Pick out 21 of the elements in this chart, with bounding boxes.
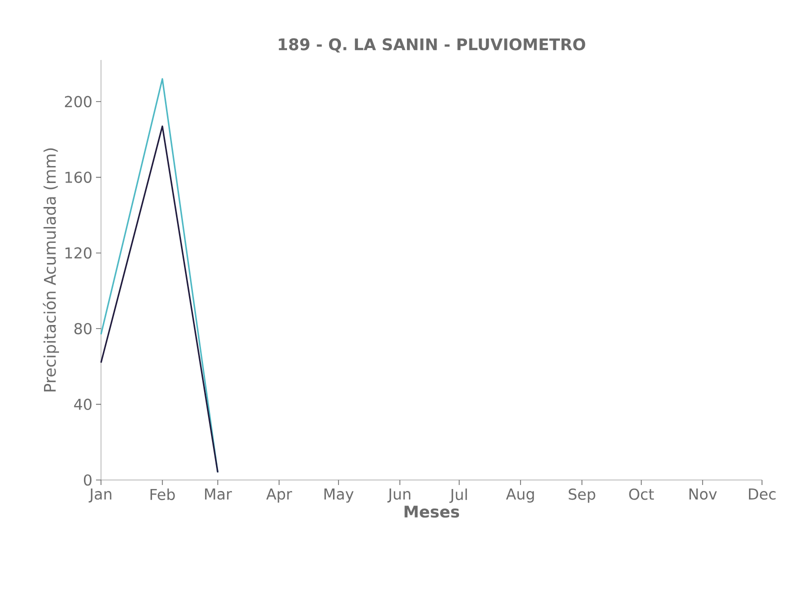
x-tick-label: Jan: [88, 488, 112, 502]
x-tick-label: Feb: [150, 488, 175, 500]
x-tick-label: Dec: [748, 488, 776, 500]
x-tick-label: Apr: [266, 488, 292, 503]
x-tick-label: Aug: [506, 488, 534, 503]
x-tick-label: Nov: [689, 488, 717, 500]
x-tick-label: Mar: [205, 488, 232, 500]
y-tick-label: 0: [84, 474, 92, 486]
x-tick-label: May: [324, 488, 354, 503]
x-tick-label: Sep: [568, 488, 596, 503]
y-tick-label: 200: [64, 96, 92, 108]
y-tick-label: 160: [65, 172, 92, 183]
chart-title: 189 - Q. LA SANIN - PLUVIOMETRO: [278, 38, 586, 53]
y-tick-label: 80: [74, 322, 92, 334]
x-tick-label: Oct: [629, 488, 654, 500]
x-axis-title: Meses: [404, 506, 460, 518]
x-tick-label: Jul: [449, 488, 467, 503]
x-tick-label: Jun: [387, 488, 410, 502]
y-axis-title: Precipitación Acumulada (mm): [42, 148, 60, 392]
y-tick-label: 120: [65, 247, 92, 259]
y-tick-label: 40: [74, 398, 92, 410]
